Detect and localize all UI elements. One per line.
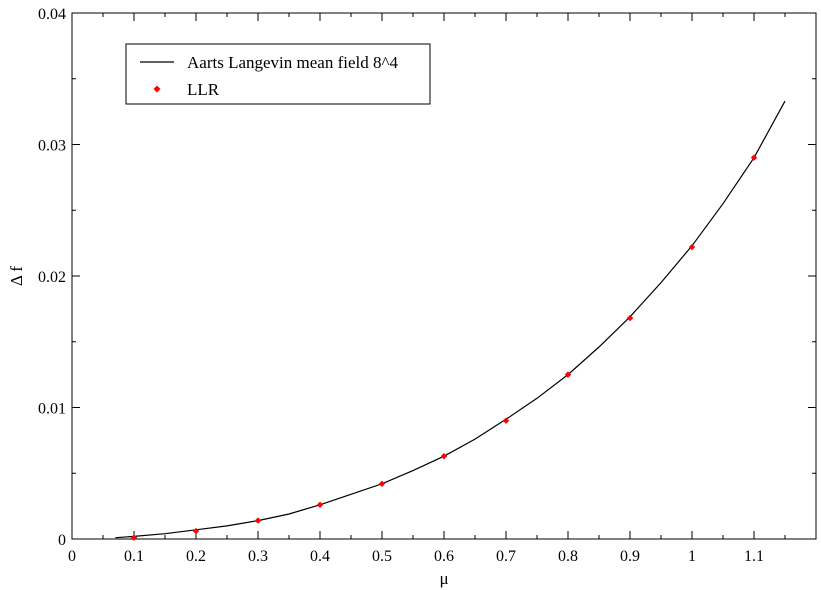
x-tick-label: 0.1 bbox=[124, 548, 144, 565]
llr-point bbox=[688, 243, 696, 251]
x-tick-label: 0.3 bbox=[248, 548, 268, 565]
aarts-langevin-line bbox=[115, 100, 786, 539]
legend-box bbox=[125, 43, 431, 105]
y-tick-label: 0 bbox=[58, 532, 66, 549]
x-tick-label: 0.6 bbox=[434, 548, 454, 565]
x-axis-ticks: 0 0.1 0.2 0.3 0.4 0.5 0.6 0.7 0.8 0.9 1 1.1 bbox=[68, 13, 786, 565]
llr-point bbox=[750, 154, 758, 161]
legend-label-points: LLR bbox=[187, 80, 220, 99]
llr-point bbox=[502, 417, 510, 424]
y-tick-label: 0.02 bbox=[38, 269, 66, 286]
x-tick-label: 0.2 bbox=[186, 548, 206, 565]
x-tick-label: 1.1 bbox=[744, 548, 764, 565]
llr-points bbox=[130, 154, 758, 541]
llr-point bbox=[440, 452, 448, 460]
y-axis-ticks: 0 0.01 0.02 0.03 0.04 bbox=[38, 6, 816, 549]
legend-label-line: Aarts Langevin mean field 8^4 bbox=[187, 53, 398, 72]
llr-point bbox=[378, 480, 386, 487]
legend-point-swatch bbox=[153, 85, 161, 93]
x-tick-label: 1 bbox=[688, 548, 696, 565]
y-tick-label: 0.04 bbox=[38, 6, 66, 23]
legend: Aarts Langevin mean field 8^4 LLR bbox=[125, 43, 431, 105]
y-tick-label: 0.03 bbox=[38, 138, 66, 155]
y-axis-label: Δ f bbox=[7, 266, 26, 286]
llr-point bbox=[626, 314, 634, 322]
x-tick-label: 0.8 bbox=[558, 548, 578, 565]
llr-point bbox=[316, 501, 324, 509]
llr-point bbox=[254, 517, 262, 524]
llr-point bbox=[192, 527, 200, 535]
x-axis-label: μ bbox=[439, 569, 448, 588]
llr-point bbox=[130, 534, 138, 541]
x-tick-label: 0.5 bbox=[372, 548, 392, 565]
x-tick-label: 0 bbox=[68, 548, 76, 565]
x-tick-label: 0.9 bbox=[620, 548, 640, 565]
llr-point bbox=[564, 371, 572, 378]
y-tick-label: 0.01 bbox=[38, 401, 66, 418]
x-tick-label: 0.4 bbox=[310, 548, 330, 565]
x-tick-label: 0.7 bbox=[496, 548, 516, 565]
